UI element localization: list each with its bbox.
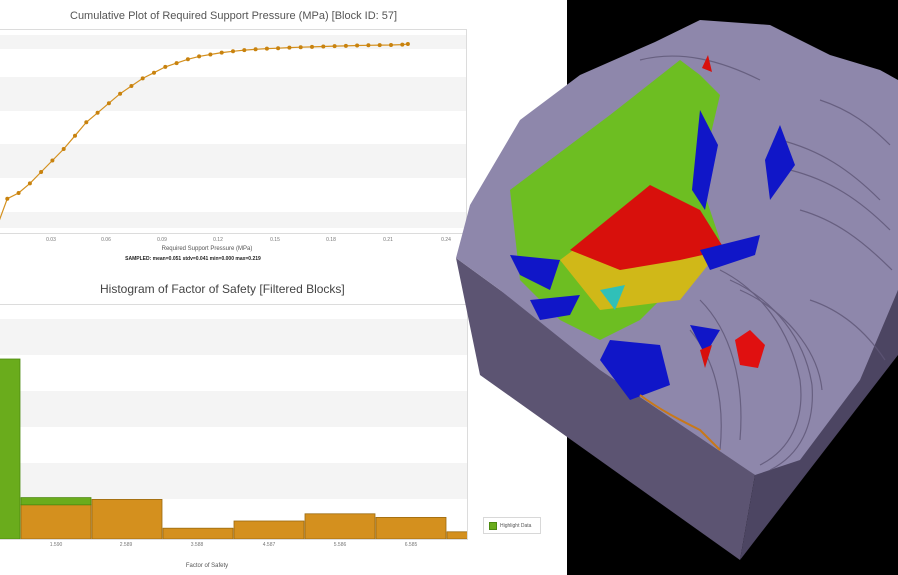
tick: 0.15 — [270, 237, 280, 243]
tick: 4.587 — [262, 542, 276, 548]
3d-rock-block-model[interactable] — [440, 0, 898, 575]
tick: 0.03 — [46, 237, 56, 243]
cumulative-plot-area[interactable] — [0, 29, 467, 234]
blue-joint-plane — [600, 340, 670, 400]
tick: 0.24 — [441, 237, 451, 243]
block-left-face — [456, 258, 755, 560]
tick: 2.589 — [119, 542, 133, 548]
tick: 6.585 — [404, 542, 418, 548]
red-wedge-block — [735, 330, 765, 368]
blue-joint-plane — [530, 295, 580, 320]
sampled-stats: SAMPLED: mean=0.051 stdv=0.041 min=0.000… — [125, 256, 261, 262]
blue-joint-plane — [510, 255, 560, 290]
tick: 3.588 — [190, 542, 204, 548]
tick: 0.12 — [213, 237, 223, 243]
tick: 0.09 — [157, 237, 167, 243]
tick: 0.06 — [101, 237, 111, 243]
red-wedge-top — [702, 55, 712, 72]
histogram-legend[interactable]: Highlight Data — [483, 517, 541, 534]
legend-label: Highlight Data — [500, 522, 532, 529]
cyan-joint-plane — [600, 285, 625, 310]
cumulative-chart-title: Cumulative Plot of Required Support Pres… — [70, 10, 398, 22]
tick: 0.21 — [383, 237, 393, 243]
blue-joint-plane — [765, 125, 795, 200]
orange-trace-line — [639, 394, 721, 451]
histogram-plot-area[interactable] — [0, 304, 468, 540]
histogram-x-axis-label: Factor of Safety — [185, 563, 229, 569]
blue-joint-plane — [690, 325, 720, 355]
histogram-chart — [0, 319, 467, 539]
legend-swatch-icon — [489, 521, 497, 530]
tick: 1.590 — [49, 542, 63, 548]
blue-joint-plane — [700, 235, 760, 270]
cumulative-line-chart — [0, 35, 466, 228]
tick: 5.586 — [333, 542, 347, 548]
red-joint-plane — [570, 185, 725, 270]
histogram-title: Histogram of Factor of Safety [Filtered … — [100, 282, 345, 296]
blue-joint-plane — [692, 110, 718, 210]
cumulative-x-axis-label: Required Support Pressure (MPa) — [161, 246, 253, 252]
tick: 0.18 — [326, 237, 336, 243]
